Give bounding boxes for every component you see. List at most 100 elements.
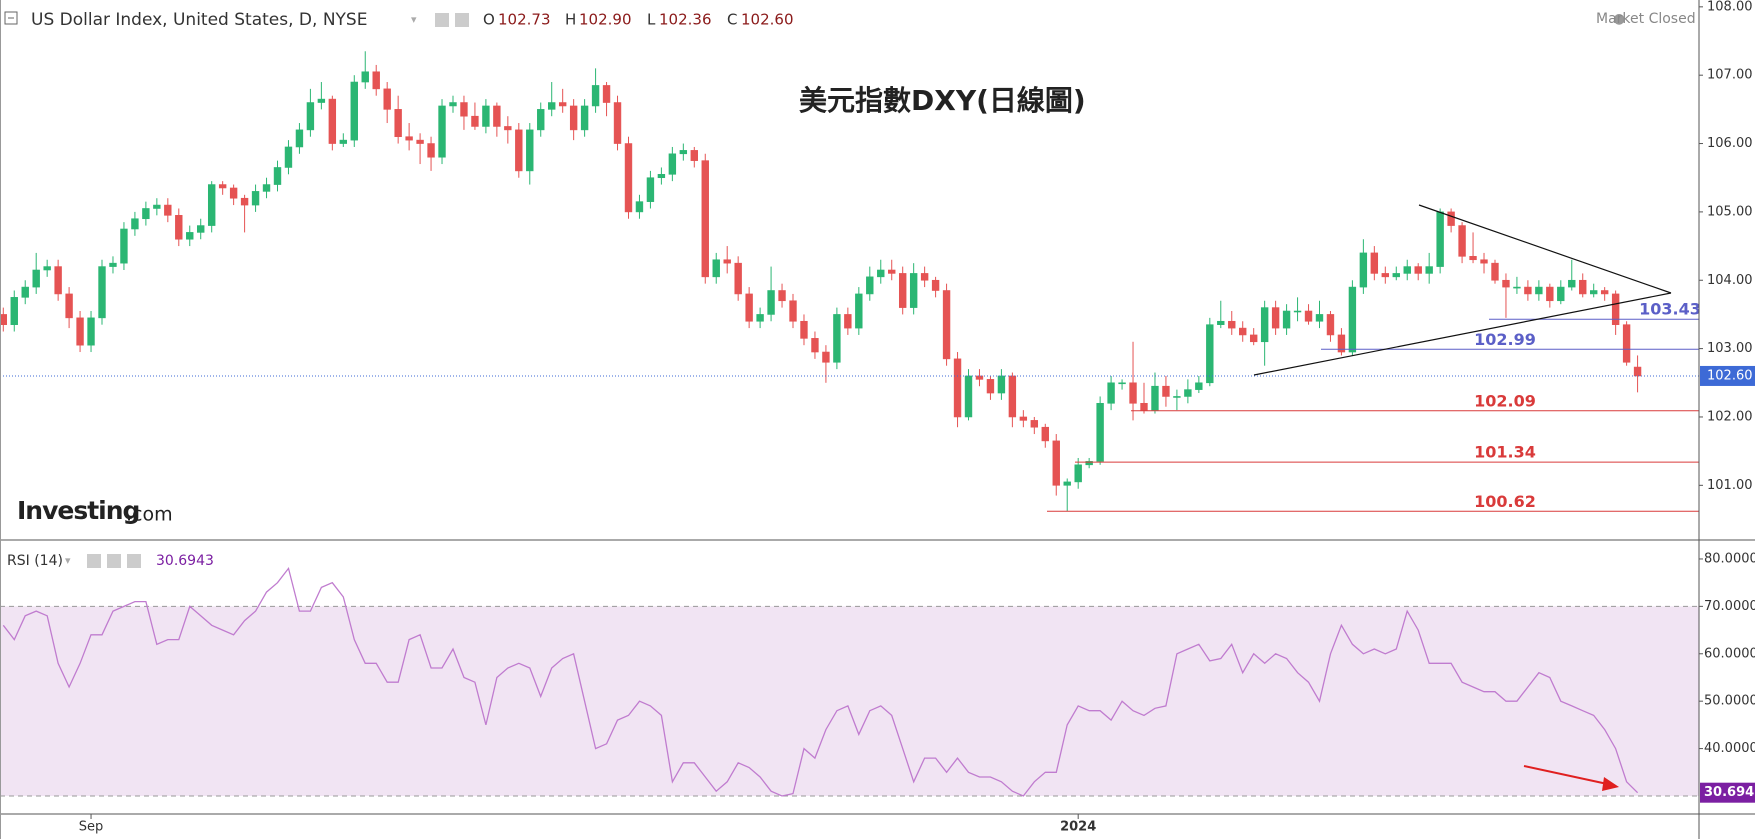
dropdown-arrow[interactable]: ▾ bbox=[65, 554, 71, 567]
settings-icon[interactable] bbox=[107, 554, 121, 568]
candle-body bbox=[482, 105, 490, 127]
candle-body bbox=[1535, 286, 1543, 295]
candle-body bbox=[591, 85, 600, 107]
candle-body bbox=[1403, 266, 1411, 274]
y-tick-label: 101.00 bbox=[1707, 478, 1753, 493]
close-icon[interactable] bbox=[127, 554, 141, 568]
candle-body bbox=[54, 266, 62, 295]
candle-body bbox=[1436, 211, 1444, 267]
candle-body bbox=[613, 102, 622, 144]
candle-body bbox=[273, 167, 282, 185]
annotation-arrow bbox=[1523, 765, 1613, 786]
rsi-band bbox=[0, 606, 1699, 796]
candle-body bbox=[339, 139, 348, 144]
candle-body bbox=[43, 266, 51, 271]
collapse-icon[interactable] bbox=[4, 11, 18, 25]
candle-body bbox=[811, 338, 819, 353]
candle-body bbox=[657, 174, 666, 179]
candle-body bbox=[569, 105, 578, 131]
candle-body bbox=[1304, 310, 1313, 322]
y-tick-label: 50.0000 bbox=[1704, 694, 1755, 709]
candle-body bbox=[21, 286, 29, 298]
candle-body bbox=[646, 177, 655, 202]
candle-body bbox=[0, 314, 7, 325]
y-tick-label: 106.00 bbox=[1707, 136, 1753, 151]
level-label: 100.62 bbox=[1474, 492, 1536, 511]
candle-body bbox=[1293, 310, 1302, 313]
candle-body bbox=[1217, 320, 1225, 325]
candle-body bbox=[1173, 396, 1181, 398]
candle-body bbox=[207, 184, 216, 226]
candle-body bbox=[1195, 382, 1203, 390]
candle-body bbox=[1447, 211, 1455, 226]
candle-body bbox=[624, 143, 633, 213]
candle-body bbox=[800, 320, 808, 339]
eye-icon[interactable] bbox=[87, 554, 101, 568]
level-label: 102.99 bbox=[1474, 330, 1536, 349]
candle-body bbox=[218, 184, 227, 189]
last-price-label: 102.60 bbox=[1707, 368, 1753, 383]
candle-body bbox=[635, 201, 644, 213]
candle-body bbox=[767, 290, 775, 315]
annotation-title: 美元指數DXY(日線圖) bbox=[799, 84, 1086, 117]
candle-body bbox=[1140, 402, 1148, 411]
rsi-value-tag bbox=[1700, 782, 1755, 803]
candle-body bbox=[284, 146, 293, 168]
candle-body bbox=[1590, 290, 1598, 295]
rsi-line bbox=[2, 566, 1639, 797]
candle-body bbox=[1184, 389, 1192, 397]
candle-body bbox=[580, 105, 589, 131]
y-tick-label: 104.00 bbox=[1707, 273, 1753, 288]
candle-body bbox=[1568, 279, 1576, 288]
candle-body bbox=[1041, 426, 1049, 442]
y-tick-label: 40.0000 bbox=[1704, 741, 1755, 756]
level-label: 101.34 bbox=[1474, 443, 1536, 462]
candle-body bbox=[1030, 420, 1039, 428]
candle-body bbox=[1052, 440, 1060, 486]
candle-body bbox=[1579, 279, 1587, 295]
candle-body bbox=[372, 71, 380, 90]
header: US Dollar Index, United States, D, NYSE … bbox=[4, 10, 1696, 569]
eye-icon[interactable] bbox=[435, 13, 449, 27]
settings-icon[interactable] bbox=[455, 13, 469, 27]
candle-body bbox=[1282, 310, 1291, 329]
ohlc-value: 102.73 bbox=[498, 11, 551, 29]
trendline bbox=[1418, 204, 1672, 294]
candle-body bbox=[416, 139, 424, 144]
candle-body bbox=[1249, 334, 1258, 343]
candle-body bbox=[1502, 279, 1510, 288]
x-tick-label: 2024 bbox=[1060, 820, 1096, 835]
candle-body bbox=[350, 81, 358, 141]
candle-body bbox=[306, 102, 315, 131]
candle-body bbox=[383, 88, 391, 110]
candle-body bbox=[778, 290, 786, 302]
candle-body bbox=[1524, 286, 1532, 295]
candle-body bbox=[866, 276, 874, 295]
candle-body bbox=[734, 262, 742, 295]
candle-body bbox=[975, 375, 984, 380]
candle-body bbox=[98, 266, 106, 319]
candle-body bbox=[1118, 382, 1126, 385]
candle-body bbox=[1622, 324, 1631, 363]
candle-body bbox=[262, 184, 271, 192]
candle-body bbox=[449, 102, 457, 107]
candle-body bbox=[1633, 366, 1642, 377]
candle-body bbox=[1074, 464, 1082, 483]
candle-body bbox=[1228, 320, 1236, 329]
rsi-value-label: 30.6943 bbox=[1704, 785, 1755, 800]
candle-body bbox=[1239, 327, 1247, 336]
candle-body bbox=[1008, 375, 1017, 418]
candle-body bbox=[833, 314, 841, 363]
candle-body bbox=[1337, 334, 1346, 353]
dropdown-arrow[interactable]: ▾ bbox=[411, 13, 417, 26]
candle-body bbox=[602, 85, 611, 103]
candle-body bbox=[142, 208, 150, 220]
y-tick-label: 107.00 bbox=[1707, 68, 1753, 83]
candle-body bbox=[668, 153, 677, 175]
y-tick-label: 80.0000 bbox=[1704, 551, 1755, 566]
candle-body bbox=[229, 187, 238, 199]
candle-body bbox=[953, 358, 962, 418]
candle-body bbox=[175, 215, 183, 240]
